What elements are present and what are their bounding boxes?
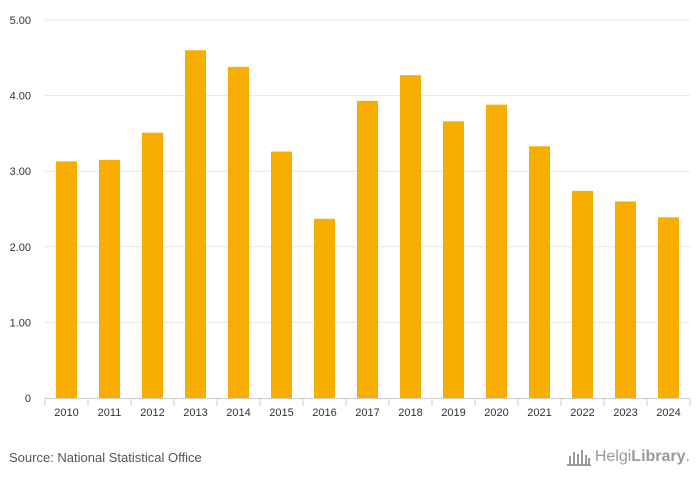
y-tick-label: 2.00 [10, 242, 31, 254]
y-tick-label: 5.00 [10, 15, 31, 27]
x-tick-label: 2012 [140, 407, 164, 419]
x-tick-label: 2022 [570, 407, 594, 419]
y-tick-label: 3.00 [10, 166, 31, 178]
bar-2019[interactable] [443, 121, 464, 398]
x-tick-label: 2019 [441, 407, 465, 419]
source-note: Source: National Statistical Office [9, 450, 202, 465]
x-tick-label: 2016 [312, 407, 336, 419]
bar-2016[interactable] [314, 218, 335, 398]
bar-2011[interactable] [99, 159, 120, 398]
x-tick-label: 2024 [656, 407, 680, 419]
bar-2010[interactable] [56, 161, 77, 398]
brand-name-part1: Helgi [594, 448, 632, 465]
x-tick-label: 2013 [183, 407, 207, 419]
x-tick-label: 2023 [613, 407, 637, 419]
bar-2020[interactable] [486, 104, 507, 398]
y-tick-label: 4.00 [10, 91, 31, 103]
x-tick-label: 2015 [269, 407, 293, 419]
library-building-icon [566, 450, 591, 466]
bar-2013[interactable] [185, 50, 206, 399]
bar-2012[interactable] [142, 132, 163, 399]
bar-2014[interactable] [228, 66, 249, 398]
bar-2023[interactable] [615, 201, 636, 398]
x-tick-label: 2011 [98, 407, 122, 419]
x-tick-label: 2020 [484, 407, 508, 419]
x-tick-label: 2010 [54, 407, 78, 419]
bar-2015[interactable] [271, 151, 292, 398]
helgi-library-logo[interactable]: Helgi Library. [566, 447, 690, 467]
x-axis [44, 398, 691, 406]
y-axis-labels: 0 1.00 2.00 3.00 4.00 5.00 [10, 15, 31, 405]
bar-2018[interactable] [400, 75, 421, 399]
x-tick-label: 2014 [226, 407, 250, 419]
bar-2022[interactable] [572, 190, 593, 398]
x-tick-label: 2021 [527, 407, 551, 419]
bar-2024[interactable] [658, 217, 679, 398]
bar-2021[interactable] [529, 146, 550, 398]
y-tick-label: 1.00 [10, 317, 31, 329]
x-axis-labels: 2010 2011 2012 2013 2014 2015 2016 2017 2018 2019… [54, 407, 680, 419]
bar-2017[interactable] [357, 100, 378, 398]
brand-name-part2: Library [631, 448, 686, 465]
x-tick-label: 2018 [398, 407, 422, 419]
brand-suffix: . [685, 448, 690, 465]
bars [56, 50, 679, 399]
y-tick-label: 0 [25, 393, 31, 405]
x-tick-label: 2017 [355, 407, 379, 419]
